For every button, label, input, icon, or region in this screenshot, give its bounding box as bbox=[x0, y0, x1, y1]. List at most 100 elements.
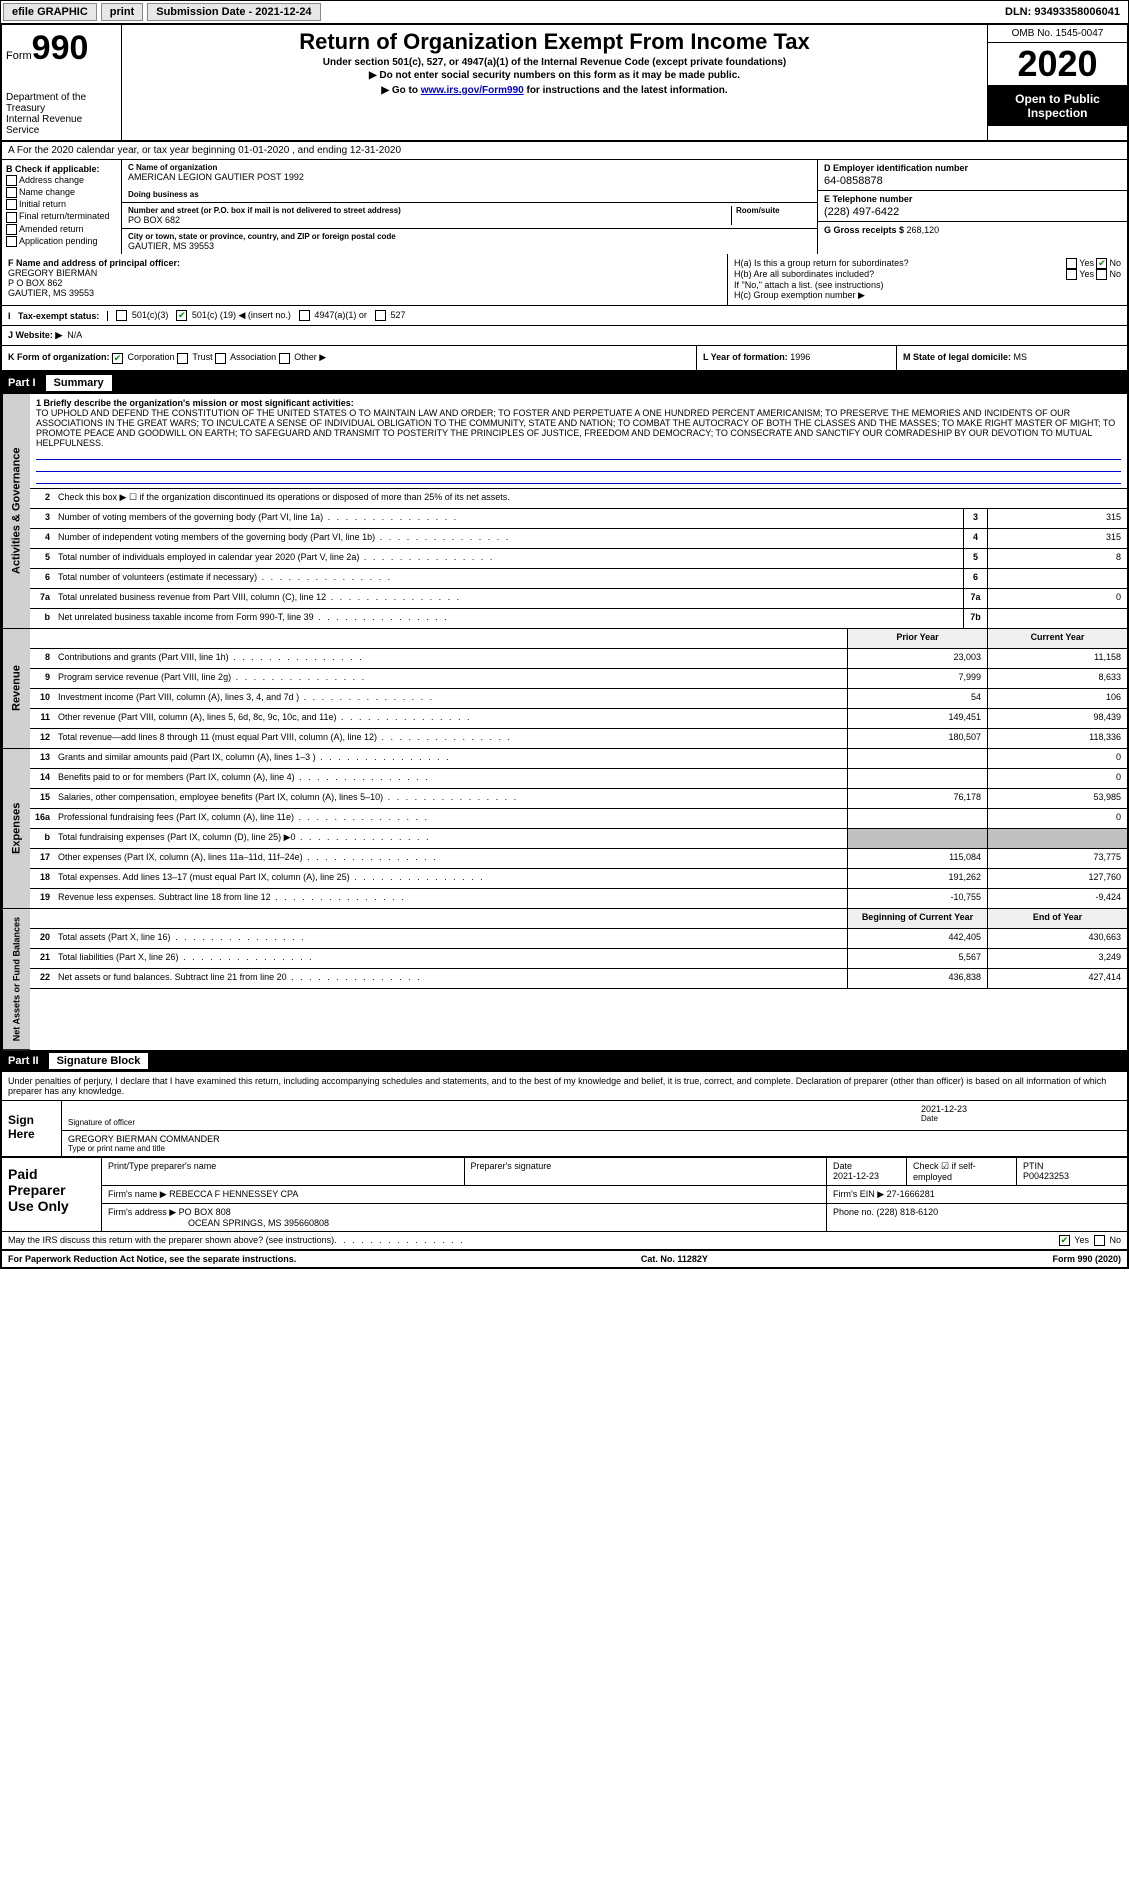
topbar: efile GRAPHIC print Submission Date - 20… bbox=[0, 0, 1129, 23]
line-17: 17 Other expenses (Part IX, column (A), … bbox=[30, 849, 1127, 869]
ln: 5 bbox=[30, 549, 54, 568]
no: No bbox=[1109, 269, 1121, 279]
efile-label: efile GRAPHIC bbox=[3, 3, 97, 21]
desc: Total expenses. Add lines 13–17 (must eq… bbox=[54, 869, 847, 888]
ln: 14 bbox=[30, 769, 54, 788]
date-lbl: Date bbox=[921, 1114, 1121, 1123]
officer-addr1: P O BOX 862 bbox=[8, 278, 721, 288]
blank-line bbox=[36, 448, 1121, 460]
firm-name-lbl: Firm's name ▶ bbox=[108, 1189, 167, 1199]
i-lbl: I Tax-exempt status: bbox=[8, 311, 108, 321]
header-row: Form990 Department of the Treasury Inter… bbox=[2, 25, 1127, 142]
chk-initial[interactable]: Initial return bbox=[6, 199, 117, 210]
chk-pending[interactable]: Application pending bbox=[6, 236, 117, 247]
line-5: 5 Total number of individuals employed i… bbox=[30, 549, 1127, 569]
vtab-exp: Expenses bbox=[2, 749, 30, 909]
part1-num: Part I bbox=[8, 377, 48, 389]
hb-opts: Yes No bbox=[1066, 269, 1121, 280]
i-527[interactable]: 527 bbox=[375, 310, 406, 321]
prior: 436,838 bbox=[847, 969, 987, 988]
go-link[interactable]: www.irs.gov/Form990 bbox=[421, 85, 524, 96]
part1-exp-body: 13 Grants and similar amounts paid (Part… bbox=[30, 749, 1127, 909]
j-val: N/A bbox=[67, 330, 82, 341]
curr: 427,414 bbox=[987, 969, 1127, 988]
i-501c[interactable]: 501(c) (19) ◀ (insert no.) bbox=[176, 310, 290, 321]
i-4947[interactable]: 4947(a)(1) or bbox=[299, 310, 367, 321]
desc: Total number of volunteers (estimate if … bbox=[54, 569, 963, 588]
addr-val: PO BOX 682 bbox=[128, 215, 731, 225]
curr: 3,249 bbox=[987, 949, 1127, 968]
m-state: M State of legal domicile: MS bbox=[897, 346, 1127, 369]
prior bbox=[847, 769, 987, 788]
no: No bbox=[1109, 258, 1121, 268]
officer-name: GREGORY BIERMAN bbox=[8, 268, 721, 278]
firm-phone-lbl: Phone no. bbox=[833, 1207, 877, 1217]
d-gross: G Gross receipts $ 268,120 bbox=[818, 222, 1127, 238]
i-501c3[interactable]: 501(c)(3) bbox=[116, 310, 168, 321]
room-lbl: Room/suite bbox=[736, 206, 811, 215]
ln: 18 bbox=[30, 869, 54, 888]
chk-label: Name change bbox=[19, 187, 75, 197]
part1-title: Summary bbox=[46, 375, 112, 391]
ptin: P00423253 bbox=[1023, 1171, 1121, 1181]
prior: 149,451 bbox=[847, 709, 987, 728]
gross-val: 268,120 bbox=[907, 225, 940, 235]
city-val: GAUTIER, MS 39553 bbox=[128, 241, 811, 251]
prep-name-lbl: Print/Type preparer's name bbox=[108, 1161, 458, 1171]
part1-rev: Revenue Prior Year Current Year 8 Contri… bbox=[2, 629, 1127, 749]
ein-lbl: D Employer identification number bbox=[824, 163, 1121, 173]
k-corp: Corporation bbox=[128, 352, 175, 362]
ln: 8 bbox=[30, 649, 54, 668]
dept: Department of the Treasury Internal Reve… bbox=[6, 92, 117, 136]
prior: 115,084 bbox=[847, 849, 987, 868]
firm-addr1: PO BOX 808 bbox=[179, 1207, 231, 1217]
val bbox=[987, 609, 1127, 628]
desc: Investment income (Part VIII, column (A)… bbox=[54, 689, 847, 708]
cell: 7b bbox=[963, 609, 987, 628]
ln: b bbox=[30, 829, 54, 848]
curr: 430,663 bbox=[987, 929, 1127, 948]
paid-preparer: Paid Preparer Use Only bbox=[2, 1158, 102, 1231]
prep-line-3: Firm's address ▶ PO BOX 808 OCEAN SPRING… bbox=[102, 1204, 1127, 1231]
k-form-org: K Form of organization: Corporation Trus… bbox=[2, 346, 697, 369]
dots bbox=[334, 1235, 465, 1246]
chk-address[interactable]: Address change bbox=[6, 175, 117, 186]
tax-year: 2020 bbox=[988, 43, 1127, 86]
prior bbox=[847, 809, 987, 828]
cat-no: Cat. No. 11282Y bbox=[641, 1254, 708, 1264]
part1-exp: Expenses 13 Grants and similar amounts p… bbox=[2, 749, 1127, 909]
print-button[interactable]: print bbox=[101, 3, 143, 21]
k-assoc: Association bbox=[230, 352, 276, 362]
curr: 118,336 bbox=[987, 729, 1127, 748]
net-header: Beginning of Current Year End of Year bbox=[30, 909, 1127, 929]
dln-value: 93493358006041 bbox=[1034, 6, 1120, 18]
desc: Total fundraising expenses (Part IX, col… bbox=[54, 829, 847, 848]
k-lbl: K Form of organization: bbox=[8, 352, 110, 362]
section-abc: B Check if applicable: Address change Na… bbox=[2, 160, 1127, 254]
sign-here-row: Sign Here Signature of officer 2021-12-2… bbox=[2, 1101, 1127, 1156]
l-val: 1996 bbox=[790, 352, 810, 362]
prior bbox=[847, 829, 987, 848]
sig-line-2: GREGORY BIERMAN COMMANDER Type or print … bbox=[62, 1131, 1127, 1156]
line-16a: 16a Professional fundraising fees (Part … bbox=[30, 809, 1127, 829]
chk-name[interactable]: Name change bbox=[6, 187, 117, 198]
sig-right: Signature of officer 2021-12-23 Date GRE… bbox=[62, 1101, 1127, 1156]
cell: 3 bbox=[963, 509, 987, 528]
ln: 21 bbox=[30, 949, 54, 968]
ln: 20 bbox=[30, 929, 54, 948]
omb: OMB No. 1545-0047 bbox=[988, 25, 1127, 43]
val: 315 bbox=[987, 509, 1127, 528]
vtab-rev: Revenue bbox=[2, 629, 30, 749]
part2-header: Part II Signature Block bbox=[2, 1050, 1127, 1072]
chk-amended[interactable]: Amended return bbox=[6, 224, 117, 235]
yes: Yes bbox=[1079, 258, 1094, 268]
chk-label: Initial return bbox=[19, 199, 66, 209]
part1-rev-body: Prior Year Current Year 8 Contributions … bbox=[30, 629, 1127, 749]
chk-final[interactable]: Final return/terminated bbox=[6, 211, 117, 222]
ln: 3 bbox=[30, 509, 54, 528]
ln: 15 bbox=[30, 789, 54, 808]
go-suffix: for instructions and the latest informat… bbox=[524, 85, 728, 96]
desc: Professional fundraising fees (Part IX, … bbox=[54, 809, 847, 828]
c-name: C Name of organization AMERICAN LEGION G… bbox=[122, 160, 817, 203]
h-group: H(a) Is this a group return for subordin… bbox=[727, 254, 1127, 305]
